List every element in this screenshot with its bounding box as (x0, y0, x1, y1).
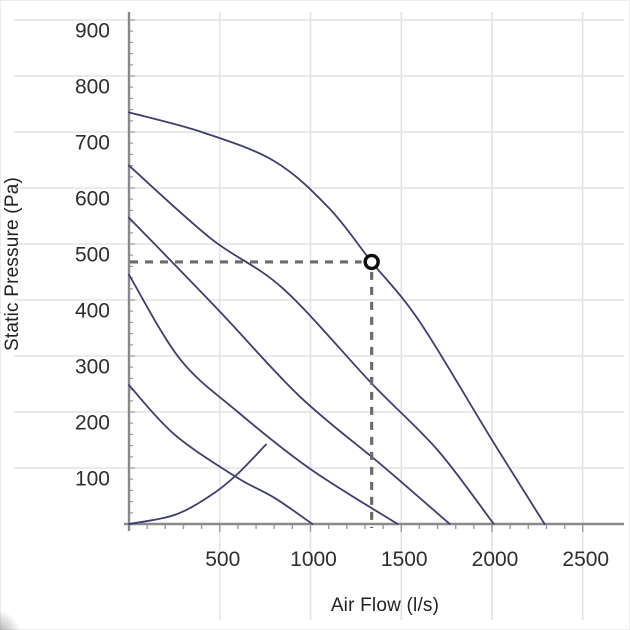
y-tick-label: 100 (75, 468, 110, 491)
operating-point-marker[interactable] (363, 253, 380, 271)
y-tick-label: 800 (75, 76, 110, 99)
y-tick-label: 300 (75, 356, 110, 379)
x-axis-title: Air Flow (l/s) (330, 595, 440, 616)
x-tick-label: 1500 (381, 548, 428, 571)
fan-curve-3 (128, 216, 451, 525)
x-tick-label: 500 (205, 548, 240, 571)
x-tick-label: 2000 (472, 548, 519, 571)
y-axis-title: Static Pressure (Pa) (2, 177, 23, 351)
y-tick-label: 200 (75, 412, 110, 435)
y-tick-label: 400 (75, 300, 110, 323)
y-tick-label: 900 (75, 20, 110, 43)
fan-curve-1 (128, 111, 546, 525)
fan-curve-4 (128, 273, 399, 525)
fan-curve-5 (128, 384, 314, 525)
system-curve (128, 443, 267, 525)
x-tick-label: 2500 (562, 548, 609, 571)
fan-curve-2 (128, 164, 495, 525)
x-tick-label: 1000 (290, 548, 337, 571)
y-tick-label: 500 (75, 244, 110, 267)
y-tick-label: 700 (75, 132, 110, 155)
y-tick-label: 600 (75, 188, 110, 211)
